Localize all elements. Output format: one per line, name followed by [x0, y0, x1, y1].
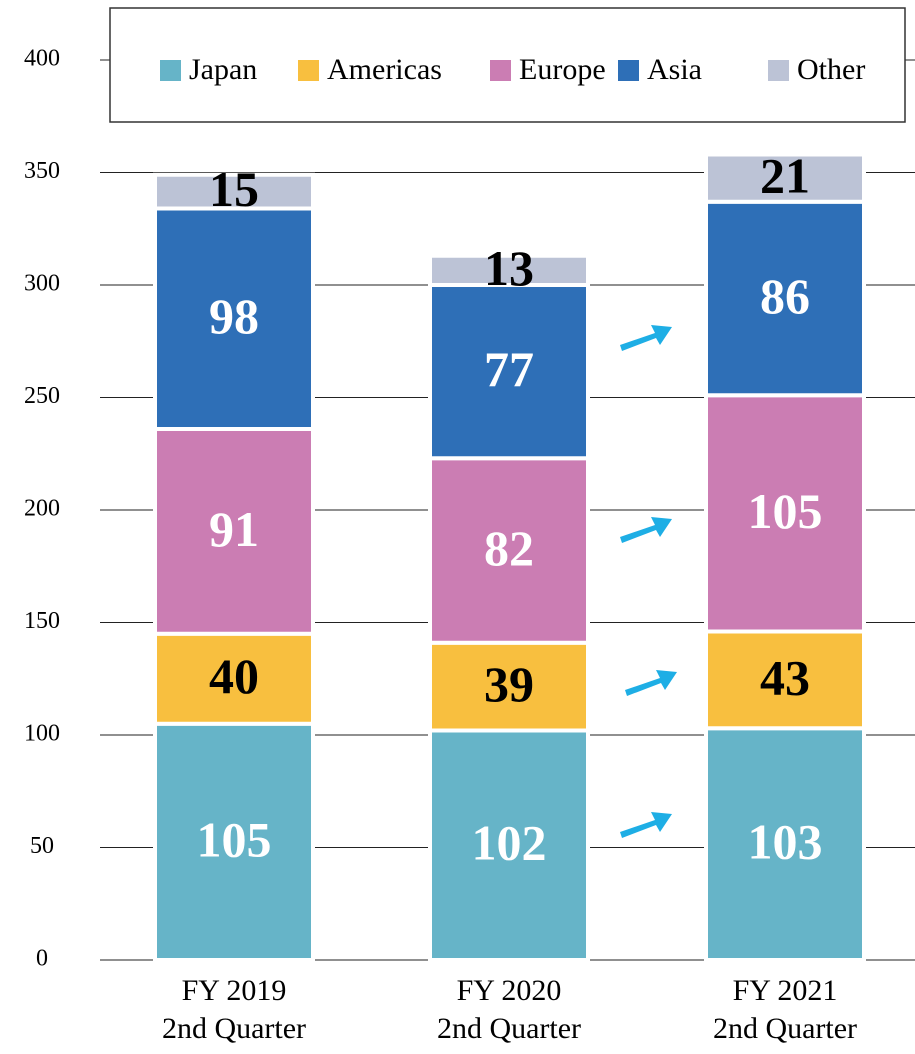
arrow	[620, 812, 672, 838]
legend-swatch	[298, 60, 319, 81]
bar-segment	[153, 631, 315, 726]
legend-swatch	[618, 60, 639, 81]
x-tick-label: FY 2021 2nd Quarter	[712, 974, 858, 1045]
y-tick-label: 350	[24, 158, 60, 184]
y-tick-label: 300	[24, 271, 60, 297]
data-label: 13	[484, 240, 534, 296]
arrows	[620, 325, 677, 838]
arrow	[620, 517, 672, 543]
legend-label: Asia	[647, 53, 702, 86]
bar-segment	[428, 456, 590, 645]
bar-segment	[153, 721, 315, 962]
data-label: 43	[760, 649, 810, 705]
y-tick-label: 200	[24, 496, 60, 522]
legend-swatch	[160, 60, 181, 81]
y-tick-label: 100	[24, 721, 60, 747]
y-tick-label: 50	[30, 833, 54, 859]
data-label: 82	[484, 520, 534, 576]
legend-label: Japan	[189, 53, 257, 86]
legend-swatch	[768, 60, 789, 81]
x-tick-label: FY 2019 2nd Quarter	[161, 974, 307, 1045]
legend-label: Europe	[519, 53, 606, 86]
legend-label: Americas	[327, 53, 442, 86]
bar-segment	[153, 172, 315, 211]
data-label: 39	[484, 656, 534, 712]
data-label: 98	[209, 288, 259, 344]
data-label: 105	[197, 811, 272, 867]
legend-swatch	[490, 60, 511, 81]
bar-segment	[153, 206, 315, 431]
y-tick-label: 250	[24, 383, 60, 409]
y-tick-label: 150	[24, 608, 60, 634]
x-tick-label: FY 2020 2nd Quarter	[436, 974, 582, 1045]
data-label: 77	[484, 341, 534, 397]
arrow	[620, 325, 672, 351]
bars	[153, 152, 866, 962]
bar-segment	[704, 199, 866, 398]
bar-segment	[428, 728, 590, 962]
bar-segment	[704, 629, 866, 731]
bar-segment	[428, 283, 590, 461]
data-label: 86	[760, 268, 810, 324]
bar-segment	[704, 152, 866, 204]
legend-label: Other	[797, 53, 865, 86]
arrow	[625, 670, 677, 696]
data-label: 15	[209, 161, 259, 217]
bar-segment	[428, 253, 590, 287]
y-tick-label: 0	[36, 946, 48, 972]
data-label: 102	[472, 815, 547, 871]
data-label: 103	[748, 814, 823, 870]
data-label: 105	[748, 483, 823, 539]
data-label: 91	[209, 501, 259, 557]
data-label: 21	[760, 148, 810, 204]
y-tick-label: 400	[24, 46, 60, 72]
data-label: 40	[209, 648, 259, 704]
